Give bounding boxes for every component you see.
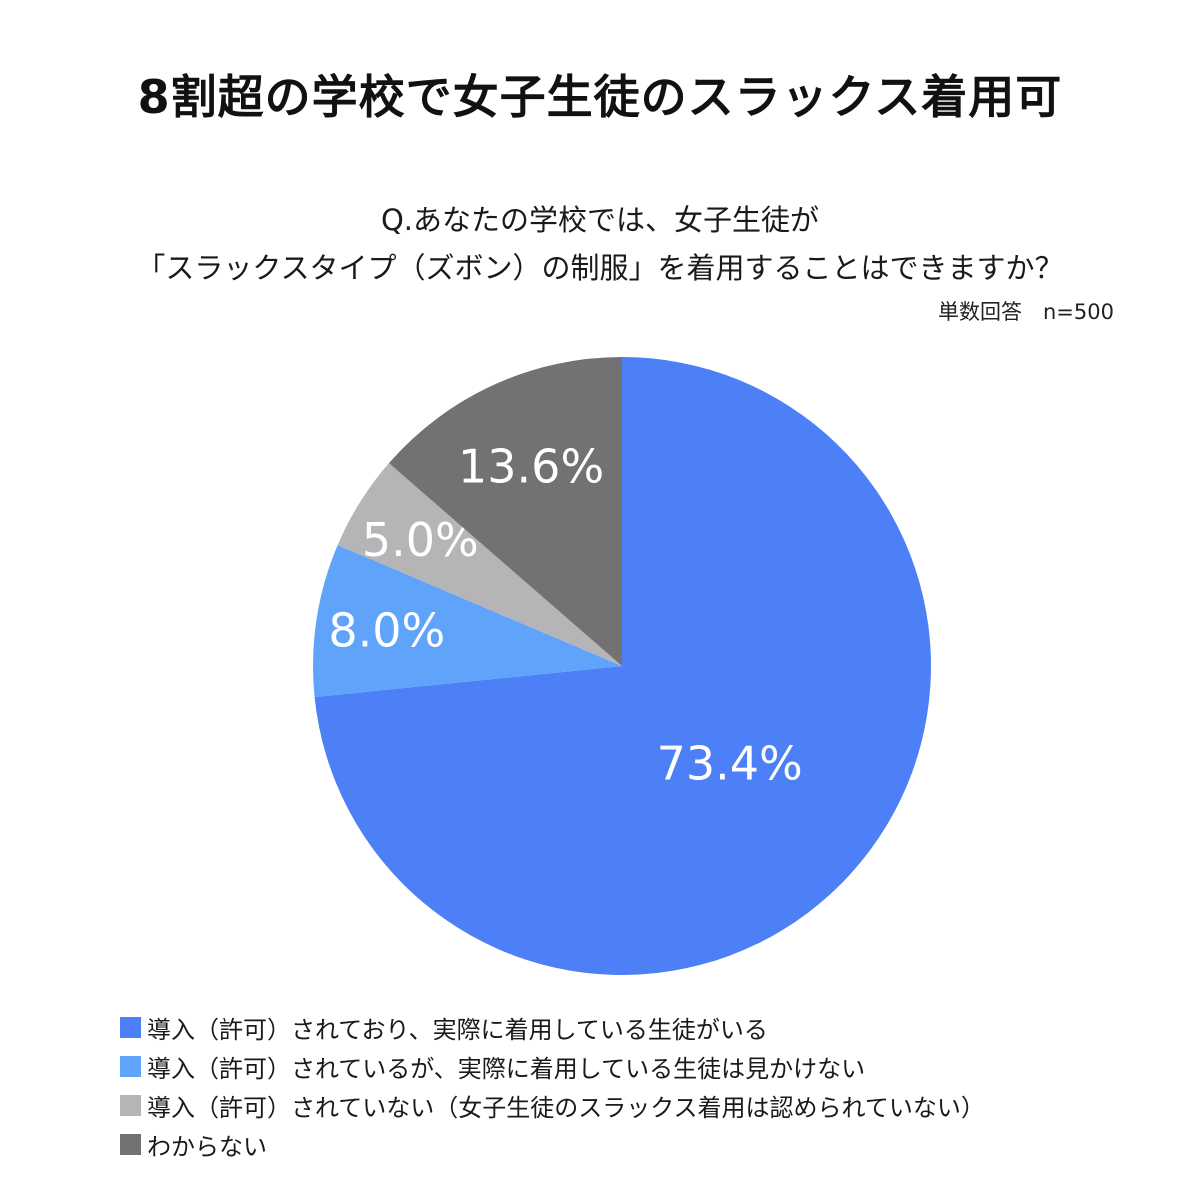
chart-legend: 導入（許可）されており、実際に着用している生徒がいる導入（許可）されているが、実… bbox=[120, 1008, 985, 1164]
legend-label-unknown: わからない bbox=[147, 1133, 267, 1161]
legend-label-not-installed: 導入（許可）されていない（女子生徒のスラックス着用は認められていない） bbox=[147, 1094, 985, 1122]
legend-item-not-installed: 導入（許可）されていない（女子生徒のスラックス着用は認められていない） bbox=[120, 1086, 985, 1125]
pie-slice-installed-not-seen bbox=[313, 545, 622, 698]
legend-label-installed-not-seen: 導入（許可）されているが、実際に着用している生徒は見かけない bbox=[147, 1055, 866, 1083]
legend-item-unknown: わからない bbox=[120, 1125, 985, 1164]
legend-swatch-installed-worn bbox=[120, 1017, 141, 1038]
question-text: Q.あなたの学校では、女子生徒が 「スラックスタイプ（ズボン）の制服」を着用する… bbox=[0, 196, 1200, 292]
pie-slice-not-installed bbox=[337, 463, 622, 666]
legend-item-installed-worn: 導入（許可）されており、実際に着用している生徒がいる bbox=[120, 1008, 985, 1047]
slice-value-label-unknown: 13.6% bbox=[458, 439, 604, 493]
legend-swatch-installed-not-seen bbox=[120, 1056, 141, 1077]
pie-slice-unknown bbox=[388, 357, 622, 666]
sample-size-note: 単数回答 n=500 bbox=[938, 300, 1114, 324]
question-line-1: Q.あなたの学校では、女子生徒が bbox=[380, 203, 820, 237]
slice-value-label-installed-worn: 73.4% bbox=[657, 736, 803, 790]
legend-item-installed-not-seen: 導入（許可）されているが、実際に着用している生徒は見かけない bbox=[120, 1047, 985, 1086]
pie-slice-installed-worn bbox=[314, 357, 932, 975]
legend-swatch-not-installed bbox=[120, 1095, 141, 1116]
legend-label-installed-worn: 導入（許可）されており、実際に着用している生徒がいる bbox=[147, 1016, 768, 1044]
chart-title: 8割超の学校で女子生徒のスラックス着用可 bbox=[137, 70, 1063, 124]
slice-value-label-installed-not-seen: 8.0% bbox=[328, 603, 445, 657]
question-line-2: 「スラックスタイプ（ズボン）の制服」を着用することはできますか？ bbox=[136, 251, 1064, 285]
legend-swatch-unknown bbox=[120, 1134, 141, 1155]
